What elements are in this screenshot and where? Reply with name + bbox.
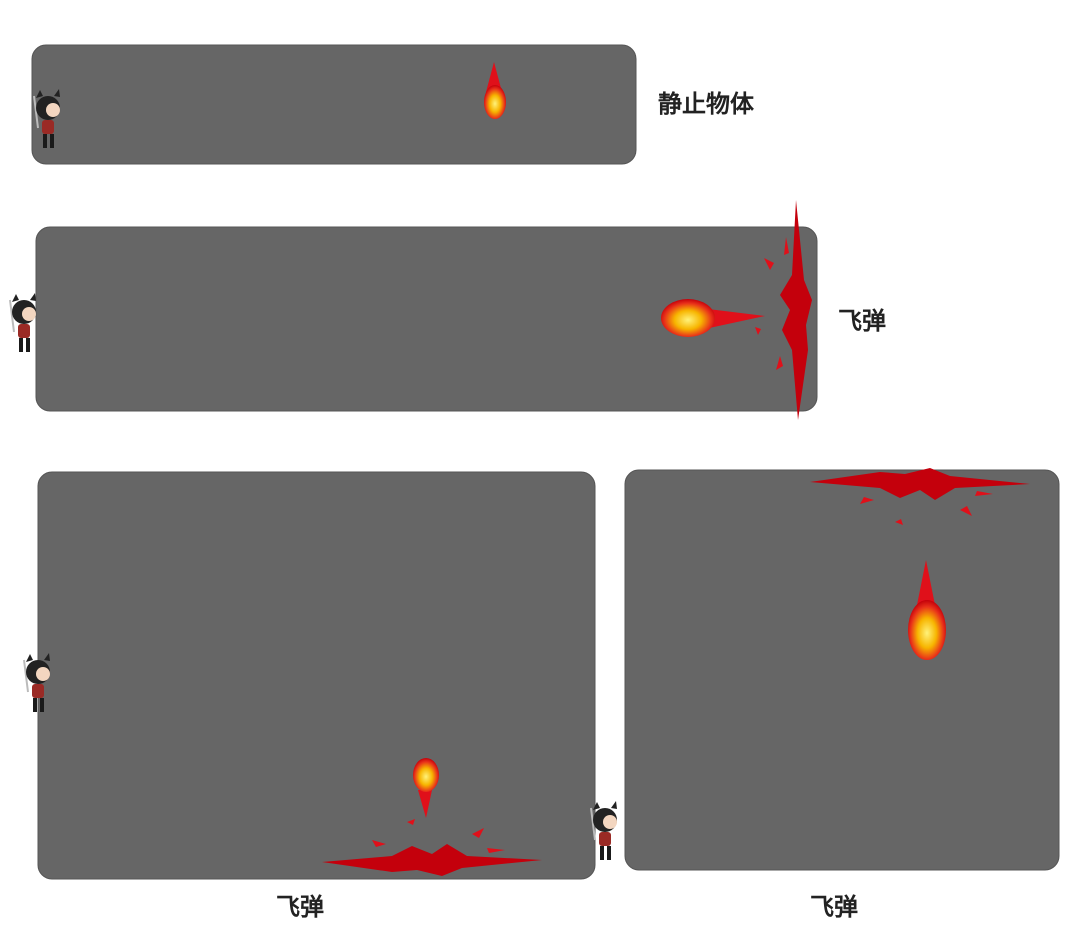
panel <box>35 226 818 412</box>
panel <box>624 469 1060 871</box>
panel-label: 飞弹 <box>810 893 858 921</box>
fireball <box>661 299 765 337</box>
panel-label: 飞弹 <box>276 893 324 921</box>
fireball <box>484 62 506 119</box>
fireball <box>413 758 439 818</box>
panel <box>31 44 637 165</box>
fireball <box>908 560 946 660</box>
character <box>9 292 37 353</box>
panel <box>37 471 596 880</box>
panel-label: 静止物体 <box>658 90 755 118</box>
panel-label: 飞弹 <box>838 307 886 335</box>
